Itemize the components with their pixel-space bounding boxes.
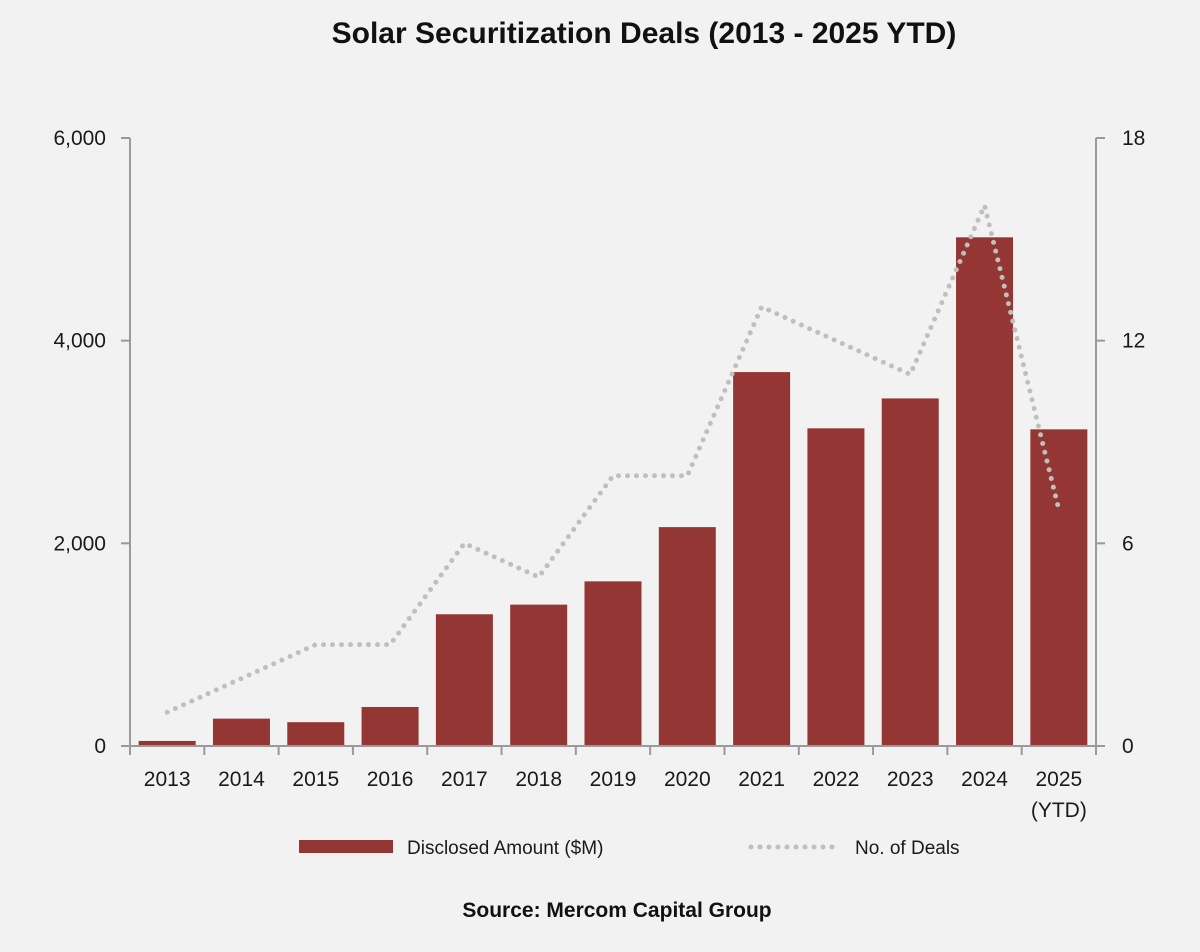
bar-2024 — [956, 237, 1014, 746]
x-tick-label: 2016 — [367, 768, 414, 791]
x-tick-label: 2017 — [441, 768, 488, 791]
bar-2025 — [1030, 429, 1088, 746]
right-axis-ticks: 0 6 12 18 — [1096, 127, 1145, 758]
x-tick-label: 2022 — [813, 768, 860, 791]
x-tick-label: 2021 — [738, 768, 785, 791]
bar-2023 — [881, 398, 939, 746]
bar-series — [138, 237, 1088, 746]
bar-2018 — [510, 604, 568, 746]
plot-area: 0 2,000 4,000 6,000 0 6 12 18 2013 2014 2015 2016… — [53, 127, 1145, 822]
legend: Disclosed Amount ($M) No. of Deals — [299, 838, 960, 859]
bar-2022 — [807, 428, 865, 746]
bar-2016 — [361, 706, 419, 746]
x-tick-label: 2019 — [590, 768, 637, 791]
bar-2019 — [584, 581, 642, 746]
left-tick-label: 0 — [94, 735, 106, 758]
legend-label-amount: Disclosed Amount ($M) — [407, 838, 603, 859]
x-tick-label: 2020 — [664, 768, 711, 791]
x-axis-ticks: 2013 2014 2015 2016 2017 2018 2019 2020 2021 2022… — [129, 746, 1097, 822]
x-tick-label: 2014 — [218, 768, 265, 791]
x-tick-label: 2024 — [961, 768, 1008, 791]
source-note: Source: Mercom Capital Group — [462, 899, 771, 922]
right-tick-label: 6 — [1122, 532, 1134, 555]
deals-line — [164, 197, 1062, 715]
x-tick-label: (YTD) — [1031, 799, 1087, 822]
x-tick-label: 2025 — [1035, 768, 1082, 791]
right-tick-label: 0 — [1122, 735, 1134, 758]
bar-2015 — [287, 722, 345, 746]
left-axis-ticks: 0 2,000 4,000 6,000 — [53, 127, 130, 758]
right-tick-label: 12 — [1122, 330, 1145, 353]
x-tick-label: 2013 — [144, 768, 191, 791]
bar-2020 — [658, 527, 716, 746]
chart-title: Solar Securitization Deals (2013 - 2025 … — [332, 17, 957, 50]
left-tick-label: 2,000 — [53, 532, 106, 555]
x-tick-label: 2015 — [292, 768, 339, 791]
x-tick-label: 2023 — [887, 768, 934, 791]
bar-2014 — [212, 718, 270, 746]
legend-swatch-amount — [299, 840, 393, 853]
right-tick-label: 18 — [1122, 127, 1145, 150]
left-tick-label: 4,000 — [53, 330, 106, 353]
left-tick-label: 6,000 — [53, 127, 106, 150]
legend-label-deals: No. of Deals — [855, 838, 960, 859]
x-tick-label: 2018 — [515, 768, 562, 791]
bar-2013 — [138, 740, 196, 746]
bar-2021 — [733, 372, 791, 746]
bar-2017 — [435, 614, 493, 746]
